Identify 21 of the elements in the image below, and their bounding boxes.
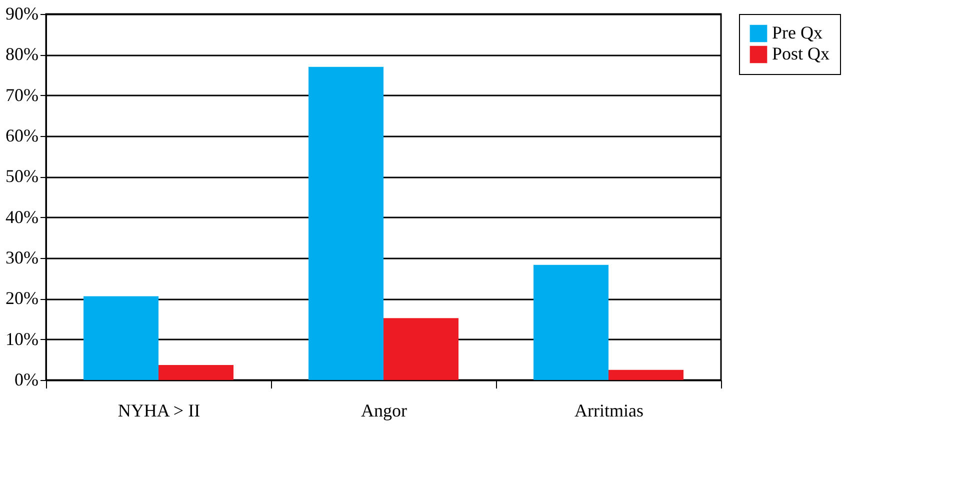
bar <box>158 364 234 380</box>
x-tick-label: Angor <box>361 400 407 420</box>
y-tick-label: 10% <box>6 328 38 349</box>
bar <box>534 264 608 380</box>
x-tick-label: Arritmias <box>574 400 644 420</box>
legend-label: Post Qx <box>772 44 830 64</box>
y-tick-label: 20% <box>6 288 38 308</box>
y-tick-label: 70% <box>6 84 38 105</box>
y-tick-label: 40% <box>6 206 38 227</box>
bar <box>608 370 684 380</box>
legend-label: Pre Qx <box>772 22 822 42</box>
bar <box>308 66 384 380</box>
y-tick-label: 60% <box>6 126 38 146</box>
y-tick-label: 50% <box>6 166 38 186</box>
y-tick-label: 0% <box>14 370 38 390</box>
y-tick-label: 30% <box>6 248 38 268</box>
bar <box>84 296 158 380</box>
bar <box>384 318 458 380</box>
x-tick-label: NYHA > II <box>118 400 200 420</box>
y-tick-label: 90% <box>6 4 38 24</box>
y-tick-label: 80% <box>6 44 38 64</box>
